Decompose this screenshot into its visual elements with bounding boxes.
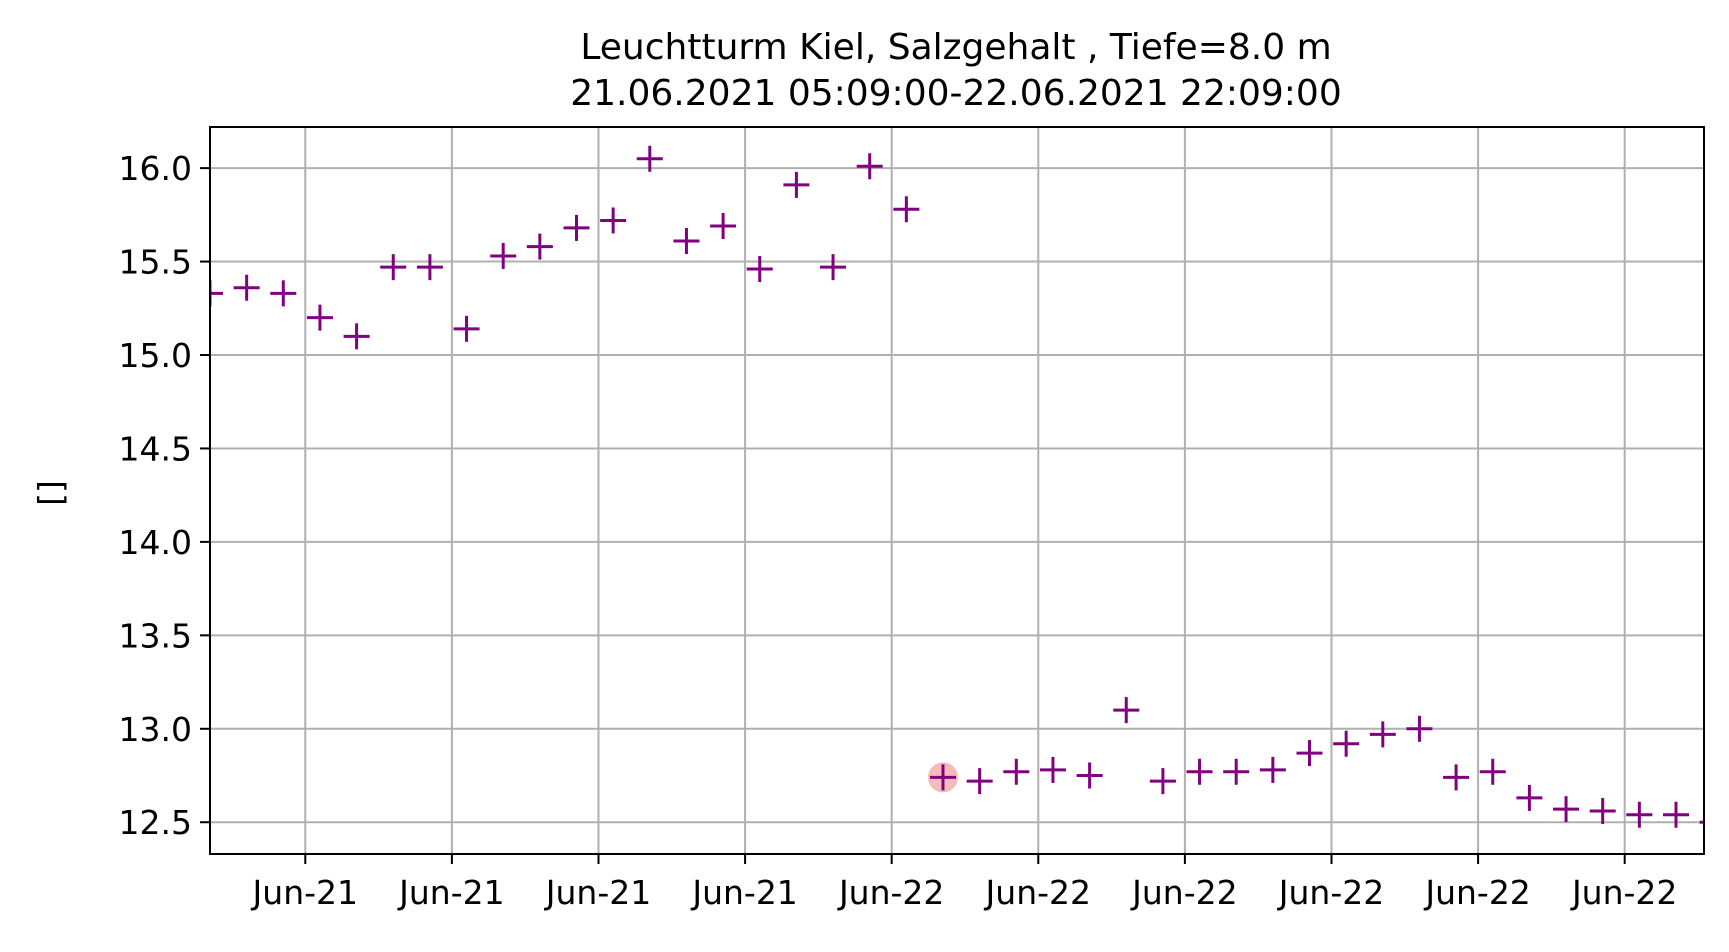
y-axis-label: [] [31, 480, 70, 506]
data-point [380, 254, 407, 281]
x-tick-label: Jun-22 [1423, 873, 1530, 912]
plot-frame [209, 126, 1705, 855]
data-point [636, 145, 663, 172]
data-point [820, 254, 847, 281]
x-tick-label: Jun-22 [1570, 873, 1677, 912]
x-tick-label: Jun-22 [1277, 873, 1384, 912]
data-point [1369, 721, 1396, 748]
data-point [856, 153, 883, 180]
data-point [1333, 730, 1360, 757]
x-axis: Jun-21 Jun-21 Jun-21 Jun-21 Jun-22 Jun-22 Jun-… [251, 854, 1677, 912]
y-tick-label: 13.0 [119, 710, 192, 749]
data-point [783, 171, 810, 198]
data-point [270, 280, 297, 307]
data-point [1113, 697, 1140, 724]
data-point [1296, 740, 1323, 767]
data-point [563, 214, 590, 241]
x-tick-label: Jun-21 [690, 873, 797, 912]
data-point [966, 768, 993, 795]
y-axis: 12.5 13.0 13.5 14.0 14.5 15.0 15.5 16.0 [119, 149, 210, 842]
y-tick-label: 14.0 [119, 523, 192, 562]
data-point [453, 315, 480, 342]
x-tick-label: Jun-22 [837, 873, 944, 912]
x-tick-label: Jun-21 [544, 873, 651, 912]
data-point [1443, 764, 1470, 791]
data-point [1076, 762, 1103, 789]
data-point [1553, 796, 1580, 823]
data-point [1003, 758, 1030, 785]
data-point [1626, 801, 1653, 828]
data-point [1223, 758, 1250, 785]
data-point [893, 196, 920, 223]
data-point [673, 228, 700, 255]
data-point [930, 764, 956, 791]
y-tick-label: 15.0 [119, 336, 192, 375]
data-point [343, 323, 370, 350]
grid-layer [210, 127, 1704, 854]
data-point [416, 254, 443, 281]
data-point [210, 280, 223, 307]
data-point [1149, 768, 1176, 795]
data-point [1406, 715, 1433, 742]
data-point [1589, 798, 1616, 825]
y-tick-label: 13.5 [119, 616, 192, 655]
data-point [1516, 784, 1543, 811]
data-point [306, 304, 333, 331]
data-point [490, 242, 517, 269]
x-tick-label: Jun-22 [1130, 873, 1237, 912]
data-point [1186, 758, 1213, 785]
y-tick-label: 16.0 [119, 149, 192, 188]
data-point [600, 207, 627, 234]
data-point [1259, 756, 1286, 783]
chart-title-line1: Leuchtturm Kiel, Salzgehalt , Tiefe=8.0 … [580, 27, 1331, 68]
data-point [526, 233, 553, 260]
y-tick-label: 14.5 [119, 429, 192, 468]
data-point [710, 213, 737, 240]
data-point [746, 256, 773, 283]
data-point [1039, 756, 1066, 783]
marks-layer [210, 145, 1704, 828]
y-tick-label: 15.5 [119, 243, 192, 282]
data-point [1479, 758, 1506, 785]
data-point [233, 274, 260, 301]
x-tick-label: Jun-21 [397, 873, 504, 912]
x-tick-label: Jun-21 [251, 873, 358, 912]
x-tick-label: Jun-22 [984, 873, 1091, 912]
y-tick-label: 12.5 [119, 803, 192, 842]
chart-title-line2: 21.06.2021 05:09:00-22.06.2021 22:09:00 [570, 73, 1342, 114]
data-point [1663, 801, 1689, 828]
